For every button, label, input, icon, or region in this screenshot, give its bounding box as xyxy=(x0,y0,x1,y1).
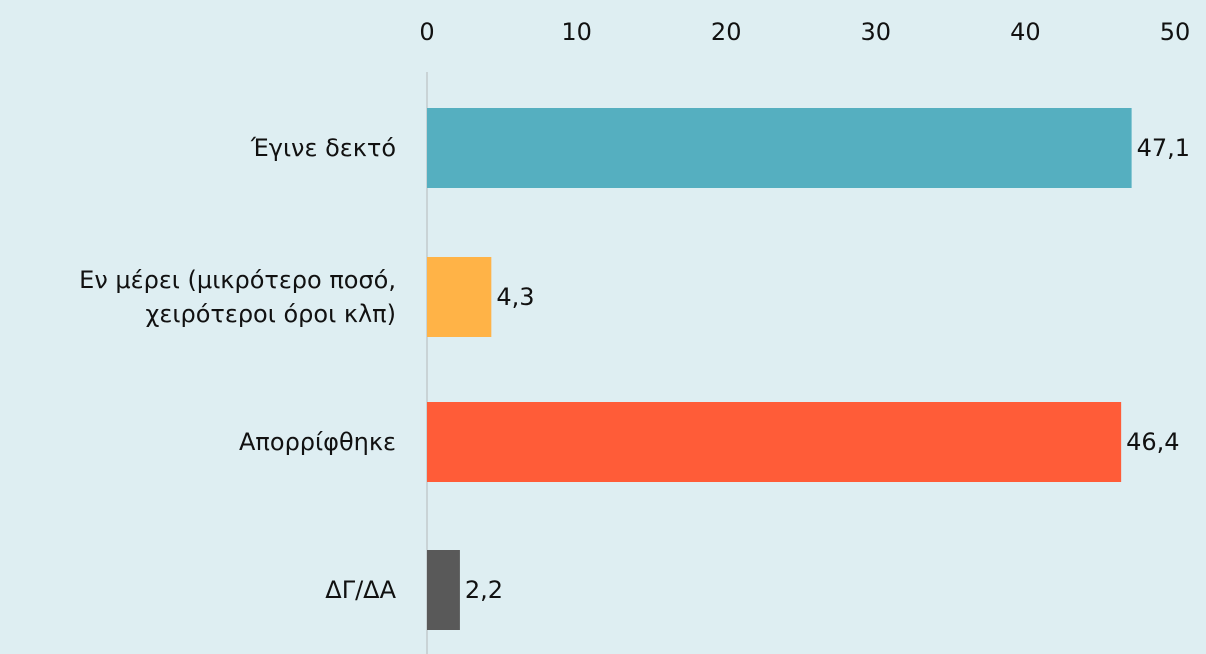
x-tick-label: 20 xyxy=(711,18,742,46)
x-tick-label: 40 xyxy=(1010,18,1041,46)
category-labels: Έγινε δεκτό Εν μέρει (μικρότερο ποσό, χειρ… xyxy=(79,134,396,604)
category-label: Απορρίφθηκε xyxy=(239,428,396,456)
value-label: 2,2 xyxy=(465,576,503,604)
x-axis-ticks: 0 10 20 30 40 50 xyxy=(419,18,1190,46)
value-label: 47,1 xyxy=(1137,134,1190,162)
bars xyxy=(427,108,1132,630)
x-tick-label: 10 xyxy=(561,18,592,46)
x-tick-label: 50 xyxy=(1160,18,1191,46)
x-tick-label: 30 xyxy=(861,18,892,46)
bar xyxy=(427,108,1132,188)
bar xyxy=(427,402,1122,482)
category-label: Εν μέρει (μικρότερο ποσό, xyxy=(79,266,396,294)
category-label: χειρότεροι όροι κλπ) xyxy=(146,300,396,328)
x-tick-label: 0 xyxy=(419,18,434,46)
value-labels: 47,1 4,3 46,4 2,2 xyxy=(465,134,1190,604)
value-label: 46,4 xyxy=(1126,428,1179,456)
category-label: ΔΓ/ΔΑ xyxy=(325,576,396,604)
bar xyxy=(427,257,492,337)
bar xyxy=(427,550,460,630)
value-label: 4,3 xyxy=(496,283,534,311)
category-label: Έγινε δεκτό xyxy=(250,134,396,162)
